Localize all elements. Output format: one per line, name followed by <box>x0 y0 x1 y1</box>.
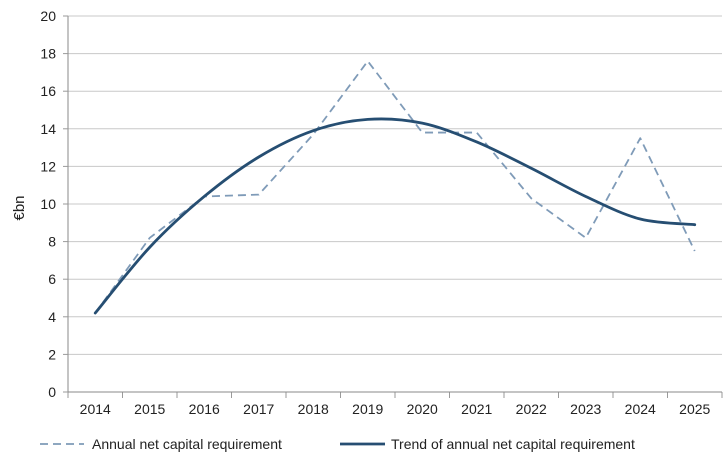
x-tick-label: 2019 <box>352 401 383 417</box>
x-tick-label: 2020 <box>407 401 438 417</box>
y-tick-label: 2 <box>48 346 56 362</box>
gridlines <box>67 15 722 392</box>
y-axis-label: €bn <box>11 195 28 220</box>
x-tick-label: 2021 <box>461 401 492 417</box>
y-tick-label: 18 <box>40 46 56 62</box>
y-tick-label: 12 <box>40 158 56 174</box>
x-tick-label: 2017 <box>243 401 274 417</box>
x-tick-label: 2023 <box>570 401 601 417</box>
x-tick-label: 2018 <box>298 401 329 417</box>
series-line-annual <box>94 60 696 314</box>
legend-label-trend: Trend of annual net capital requirement <box>391 436 635 452</box>
y-tick-label: 0 <box>48 384 56 400</box>
legend: Annual net capital requirement Trend of … <box>40 436 635 452</box>
series-layer <box>93 60 697 315</box>
y-tick-label: 4 <box>48 309 56 325</box>
y-tick-label: 16 <box>40 83 56 99</box>
x-tick-label: 2016 <box>189 401 220 417</box>
series-line-trend <box>93 117 697 315</box>
y-tick-label: 8 <box>48 234 56 250</box>
y-tick-label: 6 <box>48 271 56 287</box>
x-axis-ticks: 2014 2015 2016 2017 2018 2019 2020 2021 2022 2023… <box>67 392 723 417</box>
x-tick-label: 2024 <box>625 401 656 417</box>
y-tick-label: 20 <box>40 8 56 24</box>
x-tick-label: 2025 <box>679 401 710 417</box>
x-tick-label: 2014 <box>80 401 111 417</box>
y-tick-label: 10 <box>40 196 56 212</box>
y-axis-ticks: 0 2 4 6 8 10 12 14 16 18 20 <box>40 8 68 400</box>
y-tick-label: 14 <box>40 121 56 137</box>
x-tick-label: 2022 <box>516 401 547 417</box>
x-tick-label: 2015 <box>134 401 165 417</box>
legend-label-annual: Annual net capital requirement <box>92 436 282 452</box>
